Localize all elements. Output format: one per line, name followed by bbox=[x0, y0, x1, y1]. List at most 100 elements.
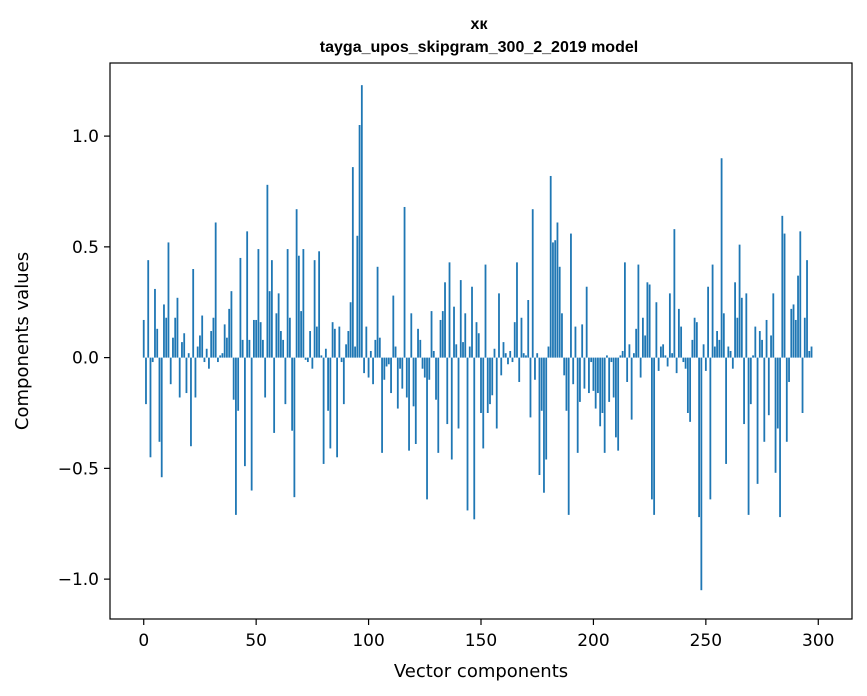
bar-284 bbox=[781, 215, 784, 358]
bar-150 bbox=[480, 357, 482, 413]
bar-74 bbox=[309, 331, 312, 358]
bar-26 bbox=[201, 315, 204, 358]
bar-291 bbox=[797, 275, 799, 358]
bar-19 bbox=[185, 357, 188, 394]
bar-68 bbox=[295, 209, 298, 358]
bar-206 bbox=[606, 355, 608, 358]
bar-124 bbox=[421, 357, 424, 369]
bar-34 bbox=[219, 355, 222, 358]
bar-174 bbox=[534, 357, 536, 380]
bar-113 bbox=[396, 357, 399, 409]
bar-175 bbox=[536, 353, 539, 358]
bar-78 bbox=[318, 251, 321, 358]
bar-160 bbox=[502, 342, 505, 358]
bar-194 bbox=[579, 357, 581, 402]
bar-212 bbox=[619, 355, 622, 358]
bar-55 bbox=[266, 184, 269, 358]
bar-272 bbox=[754, 326, 757, 358]
bar-177 bbox=[540, 357, 543, 411]
bar-202 bbox=[597, 357, 599, 394]
bar-1 bbox=[145, 357, 147, 405]
bar-248 bbox=[700, 357, 703, 591]
bar-201 bbox=[594, 357, 597, 409]
bar-241 bbox=[684, 357, 687, 369]
bar-88 bbox=[340, 357, 343, 363]
bar-95 bbox=[356, 235, 359, 358]
bar-35 bbox=[221, 353, 224, 358]
bar-57 bbox=[270, 260, 273, 358]
bar-251 bbox=[707, 286, 709, 358]
bar-0 bbox=[142, 319, 145, 358]
bar-61 bbox=[279, 331, 282, 358]
bar-287 bbox=[788, 357, 790, 382]
bar-127 bbox=[428, 357, 431, 380]
bar-244 bbox=[691, 339, 694, 358]
bar-273 bbox=[756, 357, 759, 484]
bar-120 bbox=[412, 357, 415, 407]
bar-89 bbox=[342, 357, 345, 405]
bar-107 bbox=[383, 357, 386, 380]
bar-268 bbox=[745, 293, 748, 358]
y-tick-label: −0.5 bbox=[58, 459, 99, 479]
bar-144 bbox=[466, 357, 469, 511]
bar-129 bbox=[432, 350, 435, 358]
bar-54 bbox=[264, 357, 267, 398]
bar-117 bbox=[405, 357, 408, 398]
bar-2 bbox=[147, 260, 150, 358]
bar-114 bbox=[399, 357, 401, 369]
bar-43 bbox=[239, 257, 242, 358]
bar-152 bbox=[484, 264, 487, 358]
bar-21 bbox=[190, 357, 192, 447]
bar-285 bbox=[783, 233, 786, 358]
bar-147 bbox=[473, 357, 476, 520]
chart-title: хк bbox=[471, 16, 489, 33]
bar-84 bbox=[331, 322, 334, 358]
bar-205 bbox=[603, 357, 606, 453]
bar-115 bbox=[401, 357, 404, 389]
bar-198 bbox=[588, 357, 590, 394]
bar-105 bbox=[378, 337, 381, 358]
bar-17 bbox=[181, 342, 183, 358]
bar-184 bbox=[556, 222, 559, 358]
bar-173 bbox=[531, 209, 534, 358]
bar-274 bbox=[758, 331, 761, 358]
bar-65 bbox=[288, 317, 291, 358]
bar-235 bbox=[671, 353, 674, 358]
bar-48 bbox=[250, 357, 253, 491]
bar-37 bbox=[226, 337, 228, 358]
bar-4 bbox=[151, 357, 154, 363]
bar-58 bbox=[273, 357, 276, 433]
bar-38 bbox=[228, 308, 231, 358]
bar-159 bbox=[500, 357, 503, 376]
bar-255 bbox=[716, 331, 718, 358]
bar-164 bbox=[511, 357, 514, 363]
bar-52 bbox=[259, 322, 262, 358]
bar-259 bbox=[725, 357, 727, 464]
bar-178 bbox=[543, 357, 545, 493]
x-axis-label: Vector components bbox=[394, 661, 568, 682]
bar-269 bbox=[747, 357, 750, 515]
bar-85 bbox=[333, 328, 336, 358]
bar-8 bbox=[160, 357, 163, 478]
bar-86 bbox=[336, 357, 338, 458]
bar-190 bbox=[570, 233, 572, 358]
bar-142 bbox=[462, 342, 464, 358]
bar-141 bbox=[459, 280, 462, 358]
bar-110 bbox=[390, 357, 392, 394]
bar-123 bbox=[419, 339, 422, 358]
bar-281 bbox=[774, 357, 777, 473]
bar-11 bbox=[167, 242, 170, 358]
bar-181 bbox=[549, 175, 552, 358]
bar-189 bbox=[567, 357, 570, 515]
bar-81 bbox=[324, 348, 327, 358]
y-axis-label: Components values bbox=[12, 252, 33, 430]
bar-53 bbox=[262, 339, 264, 358]
bar-250 bbox=[704, 357, 707, 371]
bar-254 bbox=[713, 346, 716, 358]
bar-240 bbox=[682, 357, 685, 363]
bar-133 bbox=[441, 311, 444, 358]
y-tick-label: 1.0 bbox=[72, 127, 99, 147]
bar-49 bbox=[253, 319, 255, 358]
x-tick-label: 50 bbox=[245, 631, 267, 651]
bar-224 bbox=[646, 282, 649, 358]
